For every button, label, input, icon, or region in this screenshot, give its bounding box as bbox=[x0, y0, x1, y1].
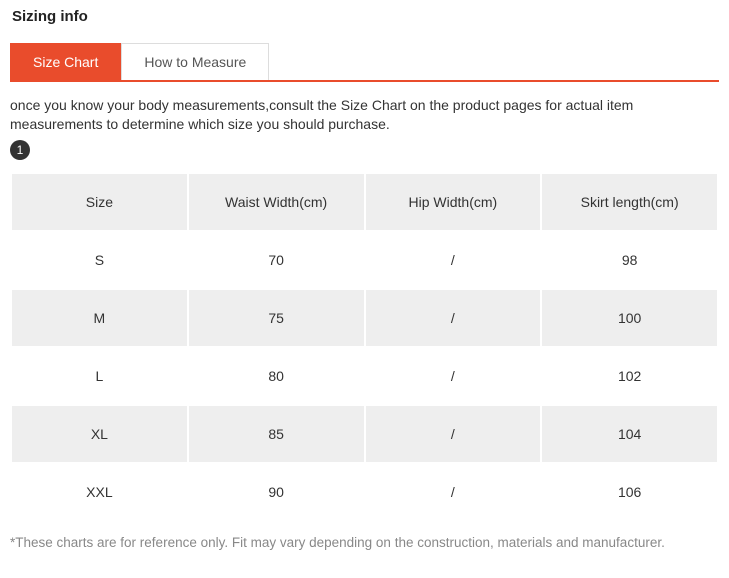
table-row: M 75 / 100 bbox=[12, 290, 717, 346]
cell: M bbox=[12, 290, 187, 346]
cell: / bbox=[366, 348, 541, 404]
step-badge: 1 bbox=[10, 140, 30, 160]
cell: XL bbox=[12, 406, 187, 462]
cell: 80 bbox=[189, 348, 364, 404]
cell: XXL bbox=[12, 464, 187, 520]
table-header-row: Size Waist Width(cm) Hip Width(cm) Skirt… bbox=[12, 174, 717, 230]
cell: 104 bbox=[542, 406, 717, 462]
col-length: Skirt length(cm) bbox=[542, 174, 717, 230]
table-row: L 80 / 102 bbox=[12, 348, 717, 404]
cell: 100 bbox=[542, 290, 717, 346]
cell: / bbox=[366, 464, 541, 520]
page-title: Sizing info bbox=[12, 8, 719, 25]
size-chart-table: Size Waist Width(cm) Hip Width(cm) Skirt… bbox=[10, 172, 719, 522]
cell: 106 bbox=[542, 464, 717, 520]
table-row: XL 85 / 104 bbox=[12, 406, 717, 462]
table-row: XXL 90 / 106 bbox=[12, 464, 717, 520]
cell: 70 bbox=[189, 232, 364, 288]
tab-size-chart[interactable]: Size Chart bbox=[10, 43, 121, 80]
cell: 102 bbox=[542, 348, 717, 404]
cell: L bbox=[12, 348, 187, 404]
cell: 98 bbox=[542, 232, 717, 288]
cell: 90 bbox=[189, 464, 364, 520]
tabs: Size Chart How to Measure bbox=[10, 43, 719, 82]
col-hip: Hip Width(cm) bbox=[366, 174, 541, 230]
intro-text: once you know your body measurements,con… bbox=[10, 96, 710, 134]
cell: S bbox=[12, 232, 187, 288]
cell: / bbox=[366, 232, 541, 288]
cell: / bbox=[366, 406, 541, 462]
cell: / bbox=[366, 290, 541, 346]
footnote: *These charts are for reference only. Fi… bbox=[10, 534, 710, 552]
col-waist: Waist Width(cm) bbox=[189, 174, 364, 230]
cell: 75 bbox=[189, 290, 364, 346]
cell: 85 bbox=[189, 406, 364, 462]
table-row: S 70 / 98 bbox=[12, 232, 717, 288]
col-size: Size bbox=[12, 174, 187, 230]
tab-how-to-measure[interactable]: How to Measure bbox=[121, 43, 269, 80]
